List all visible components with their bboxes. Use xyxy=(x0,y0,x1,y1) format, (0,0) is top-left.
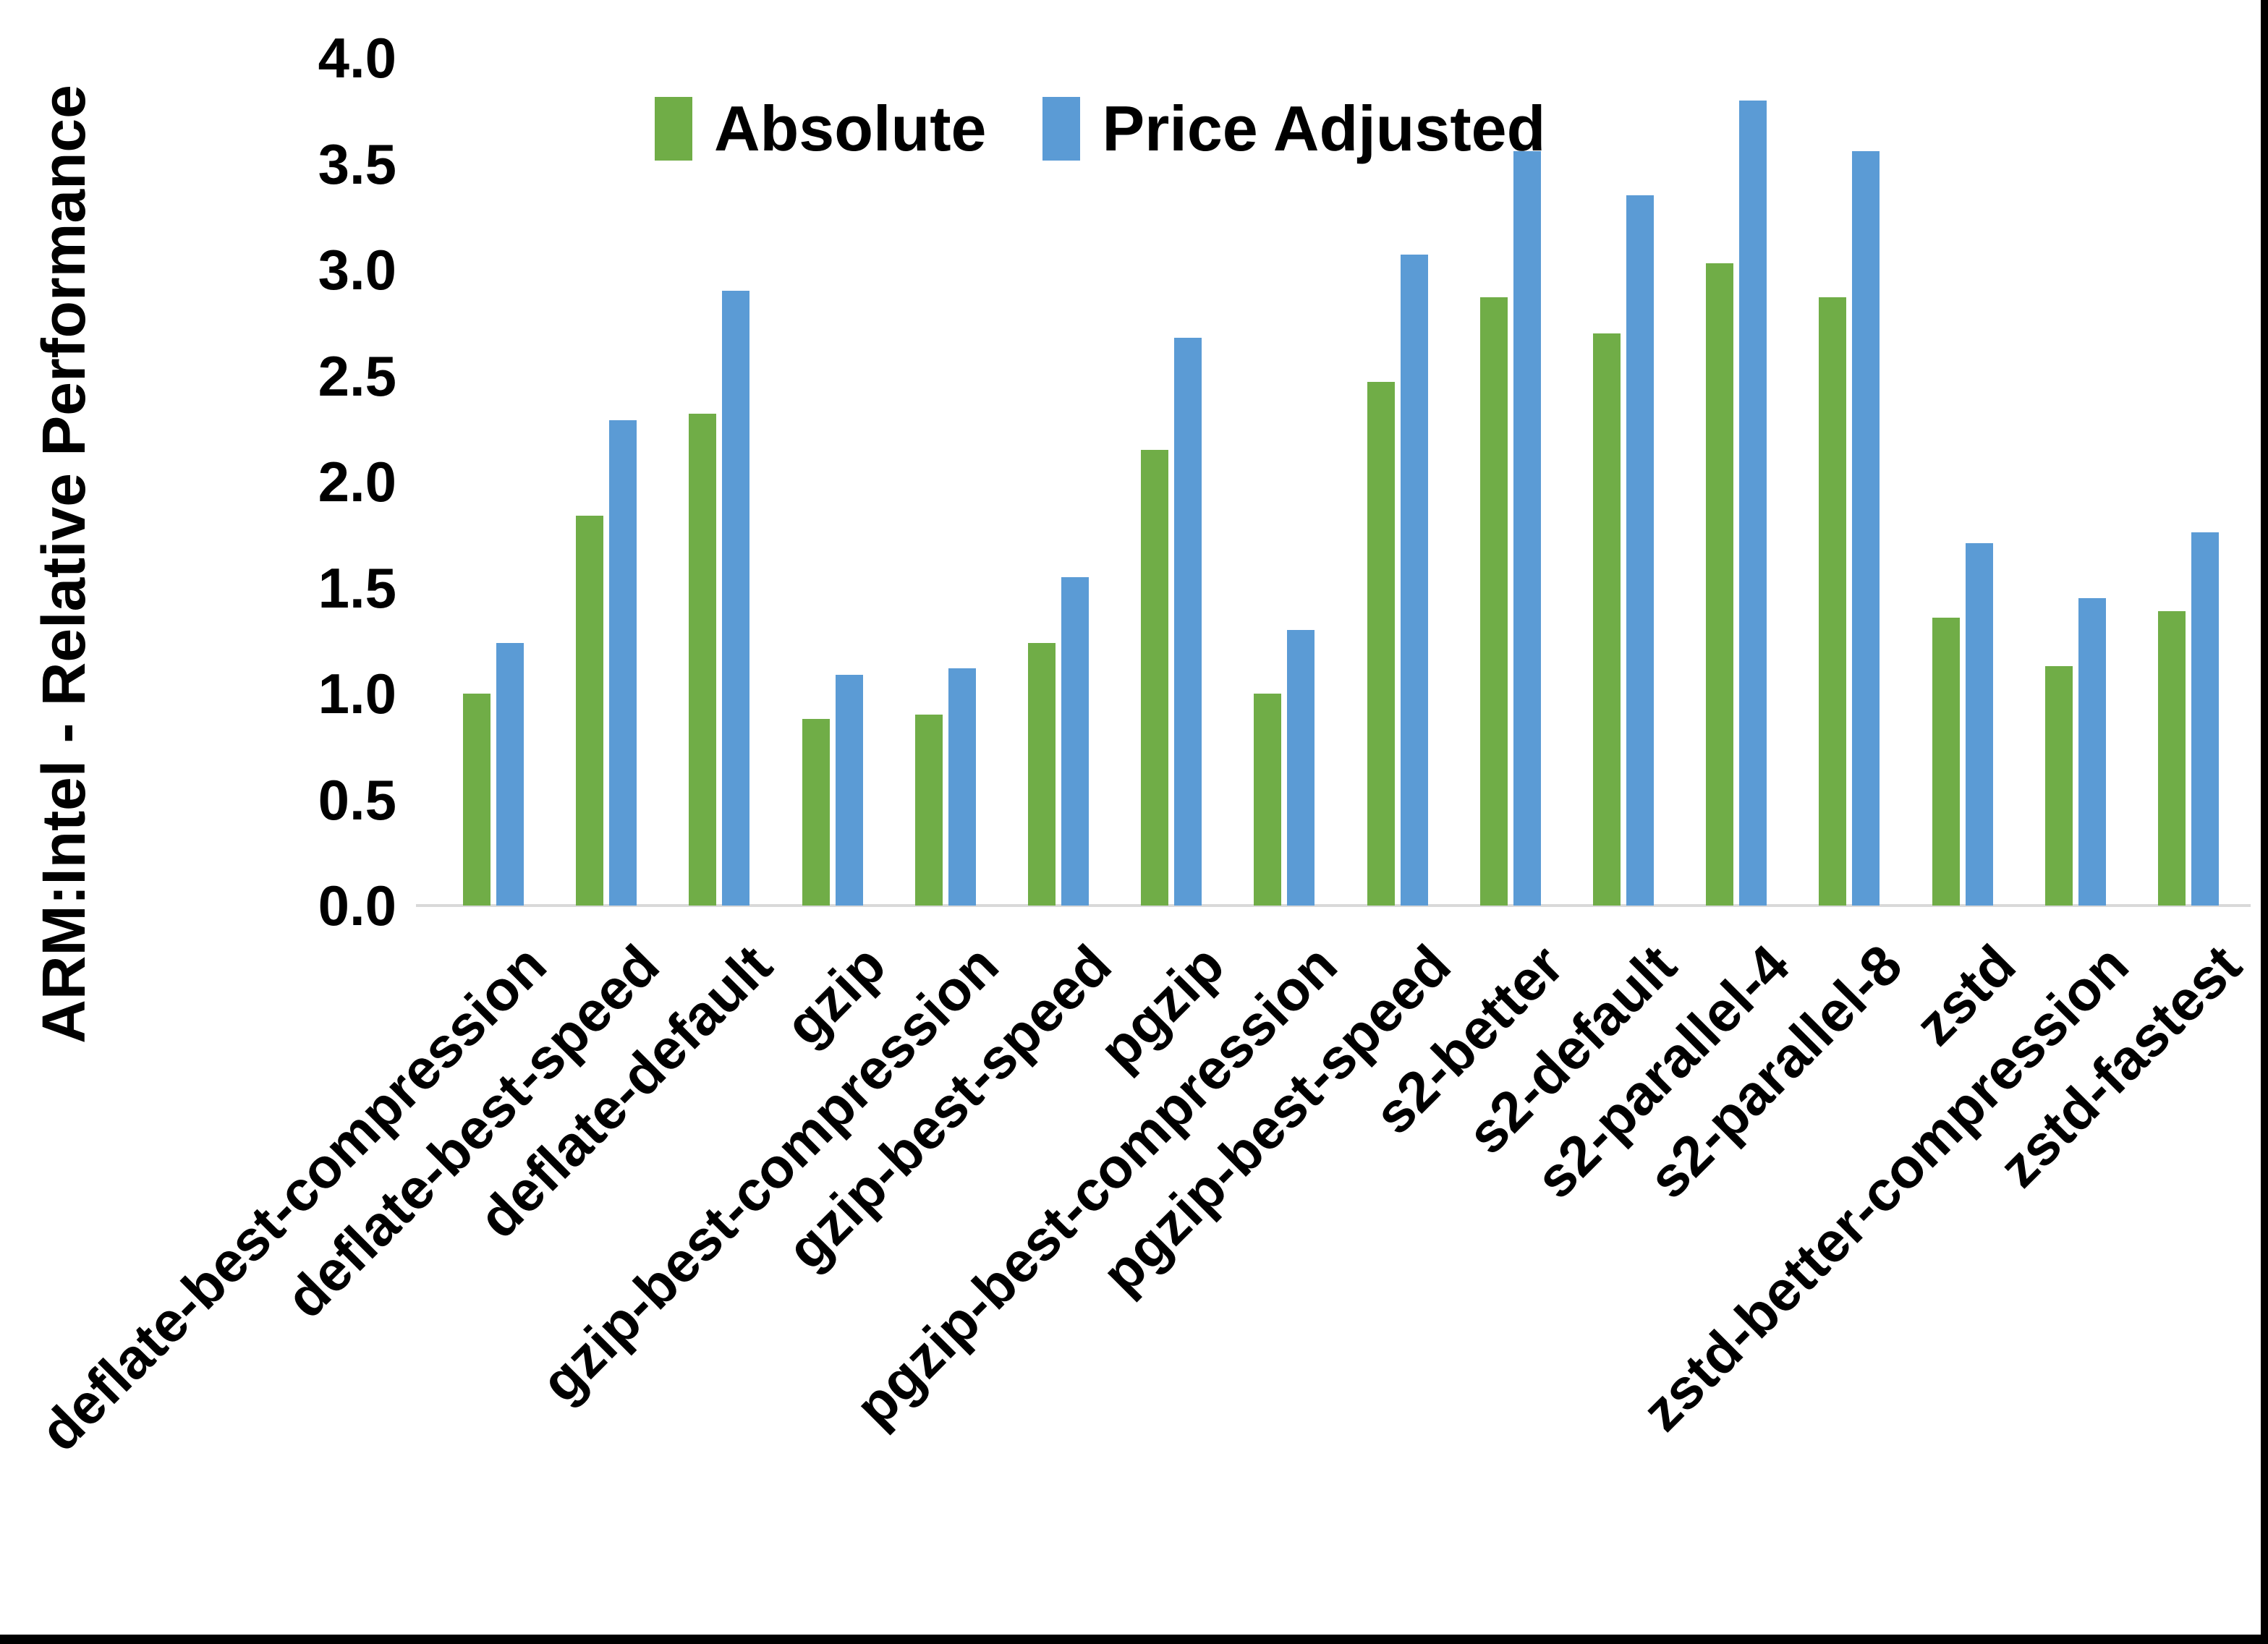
legend: Absolute Price Adjusted xyxy=(655,93,1545,165)
bar-absolute-deflate-best-compression xyxy=(463,694,490,906)
y-tick-label: 2.5 xyxy=(318,344,396,408)
bar-price-adjusted-s2-better xyxy=(1513,151,1541,906)
legend-label-absolute: Absolute xyxy=(714,93,987,164)
bar-absolute-deflate-default xyxy=(689,414,716,906)
y-tick-label: 2.0 xyxy=(318,450,396,514)
bar-absolute-gzip xyxy=(802,719,830,906)
screenshot-right-border xyxy=(2261,0,2268,1644)
legend-label-price-adjusted: Price Adjusted xyxy=(1102,93,1546,164)
bar-price-adjusted-deflate-default xyxy=(722,291,749,906)
y-tick-label: 4.0 xyxy=(318,26,396,90)
y-tick-label: 3.5 xyxy=(318,132,396,196)
bar-absolute-s2-parallel-8 xyxy=(1819,297,1846,906)
bar-absolute-s2-better xyxy=(1480,297,1508,906)
bar-price-adjusted-zstd-fastest xyxy=(2191,532,2219,906)
bar-absolute-gzip-best-compression xyxy=(915,715,943,906)
y-tick-label: 1.0 xyxy=(318,662,396,725)
bar-absolute-pgzip-best-speed xyxy=(1367,382,1395,906)
legend-swatch-absolute xyxy=(655,97,692,161)
bar-absolute-s2-parallel-4 xyxy=(1706,263,1733,906)
bar-price-adjusted-s2-default xyxy=(1626,195,1654,906)
screenshot-bottom-border xyxy=(0,1635,2268,1644)
bar-price-adjusted-gzip xyxy=(836,675,863,906)
bar-absolute-zstd-fastest xyxy=(2158,611,2186,906)
bar-price-adjusted-pgzip-best-speed xyxy=(1401,255,1428,906)
bar-price-adjusted-pgzip-best-compression xyxy=(1287,630,1314,906)
bar-absolute-zstd xyxy=(1932,618,1960,906)
y-tick-label: 0.5 xyxy=(318,767,396,832)
bar-price-adjusted-s2-parallel-4 xyxy=(1739,101,1767,906)
bar-price-adjusted-zstd xyxy=(1966,543,1993,906)
bar-absolute-gzip-best-speed xyxy=(1028,643,1056,906)
y-tick-label: 3.0 xyxy=(318,238,396,302)
legend-entry-price-adjusted: Price Adjusted xyxy=(1042,93,1545,165)
y-tick-label: 1.5 xyxy=(318,555,396,620)
bar-price-adjusted-zstd-better-compression xyxy=(2078,598,2106,906)
bar-absolute-deflate-best-speed xyxy=(576,516,603,906)
bar-price-adjusted-gzip-best-compression xyxy=(948,668,976,906)
legend-entry-absolute: Absolute xyxy=(655,93,986,165)
bar-price-adjusted-gzip-best-speed xyxy=(1061,577,1089,906)
legend-swatch-price-adjusted xyxy=(1042,97,1081,161)
bar-price-adjusted-s2-parallel-8 xyxy=(1852,151,1880,906)
bar-absolute-pgzip-best-compression xyxy=(1254,694,1281,906)
x-axis-line xyxy=(416,904,2251,907)
bar-absolute-pgzip xyxy=(1141,450,1168,906)
bar-price-adjusted-pgzip xyxy=(1174,338,1202,906)
bar-absolute-zstd-better-compression xyxy=(2045,666,2073,906)
y-tick-label: 0.0 xyxy=(318,874,396,937)
bar-price-adjusted-deflate-best-speed xyxy=(609,420,637,906)
bar-price-adjusted-deflate-best-compression xyxy=(496,643,524,906)
bar-absolute-s2-default xyxy=(1593,333,1621,906)
